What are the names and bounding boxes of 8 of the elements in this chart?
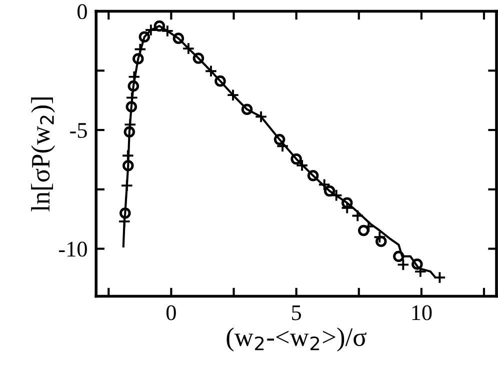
x-tick-label: 0 — [166, 305, 176, 320]
x-axis-title: (w$_{2}$-<w$_{2}$>)/σ — [226, 328, 366, 352]
y-tick-label: -5 — [70, 123, 87, 138]
x-tick-label: 5 — [292, 305, 301, 320]
x-tick-label: 10 — [412, 305, 432, 320]
y-tick-label: -10 — [58, 242, 87, 257]
y-tick-label: 0 — [78, 4, 87, 20]
y-axis-title: ln[σP(w$_{2}$)] — [31, 98, 56, 212]
